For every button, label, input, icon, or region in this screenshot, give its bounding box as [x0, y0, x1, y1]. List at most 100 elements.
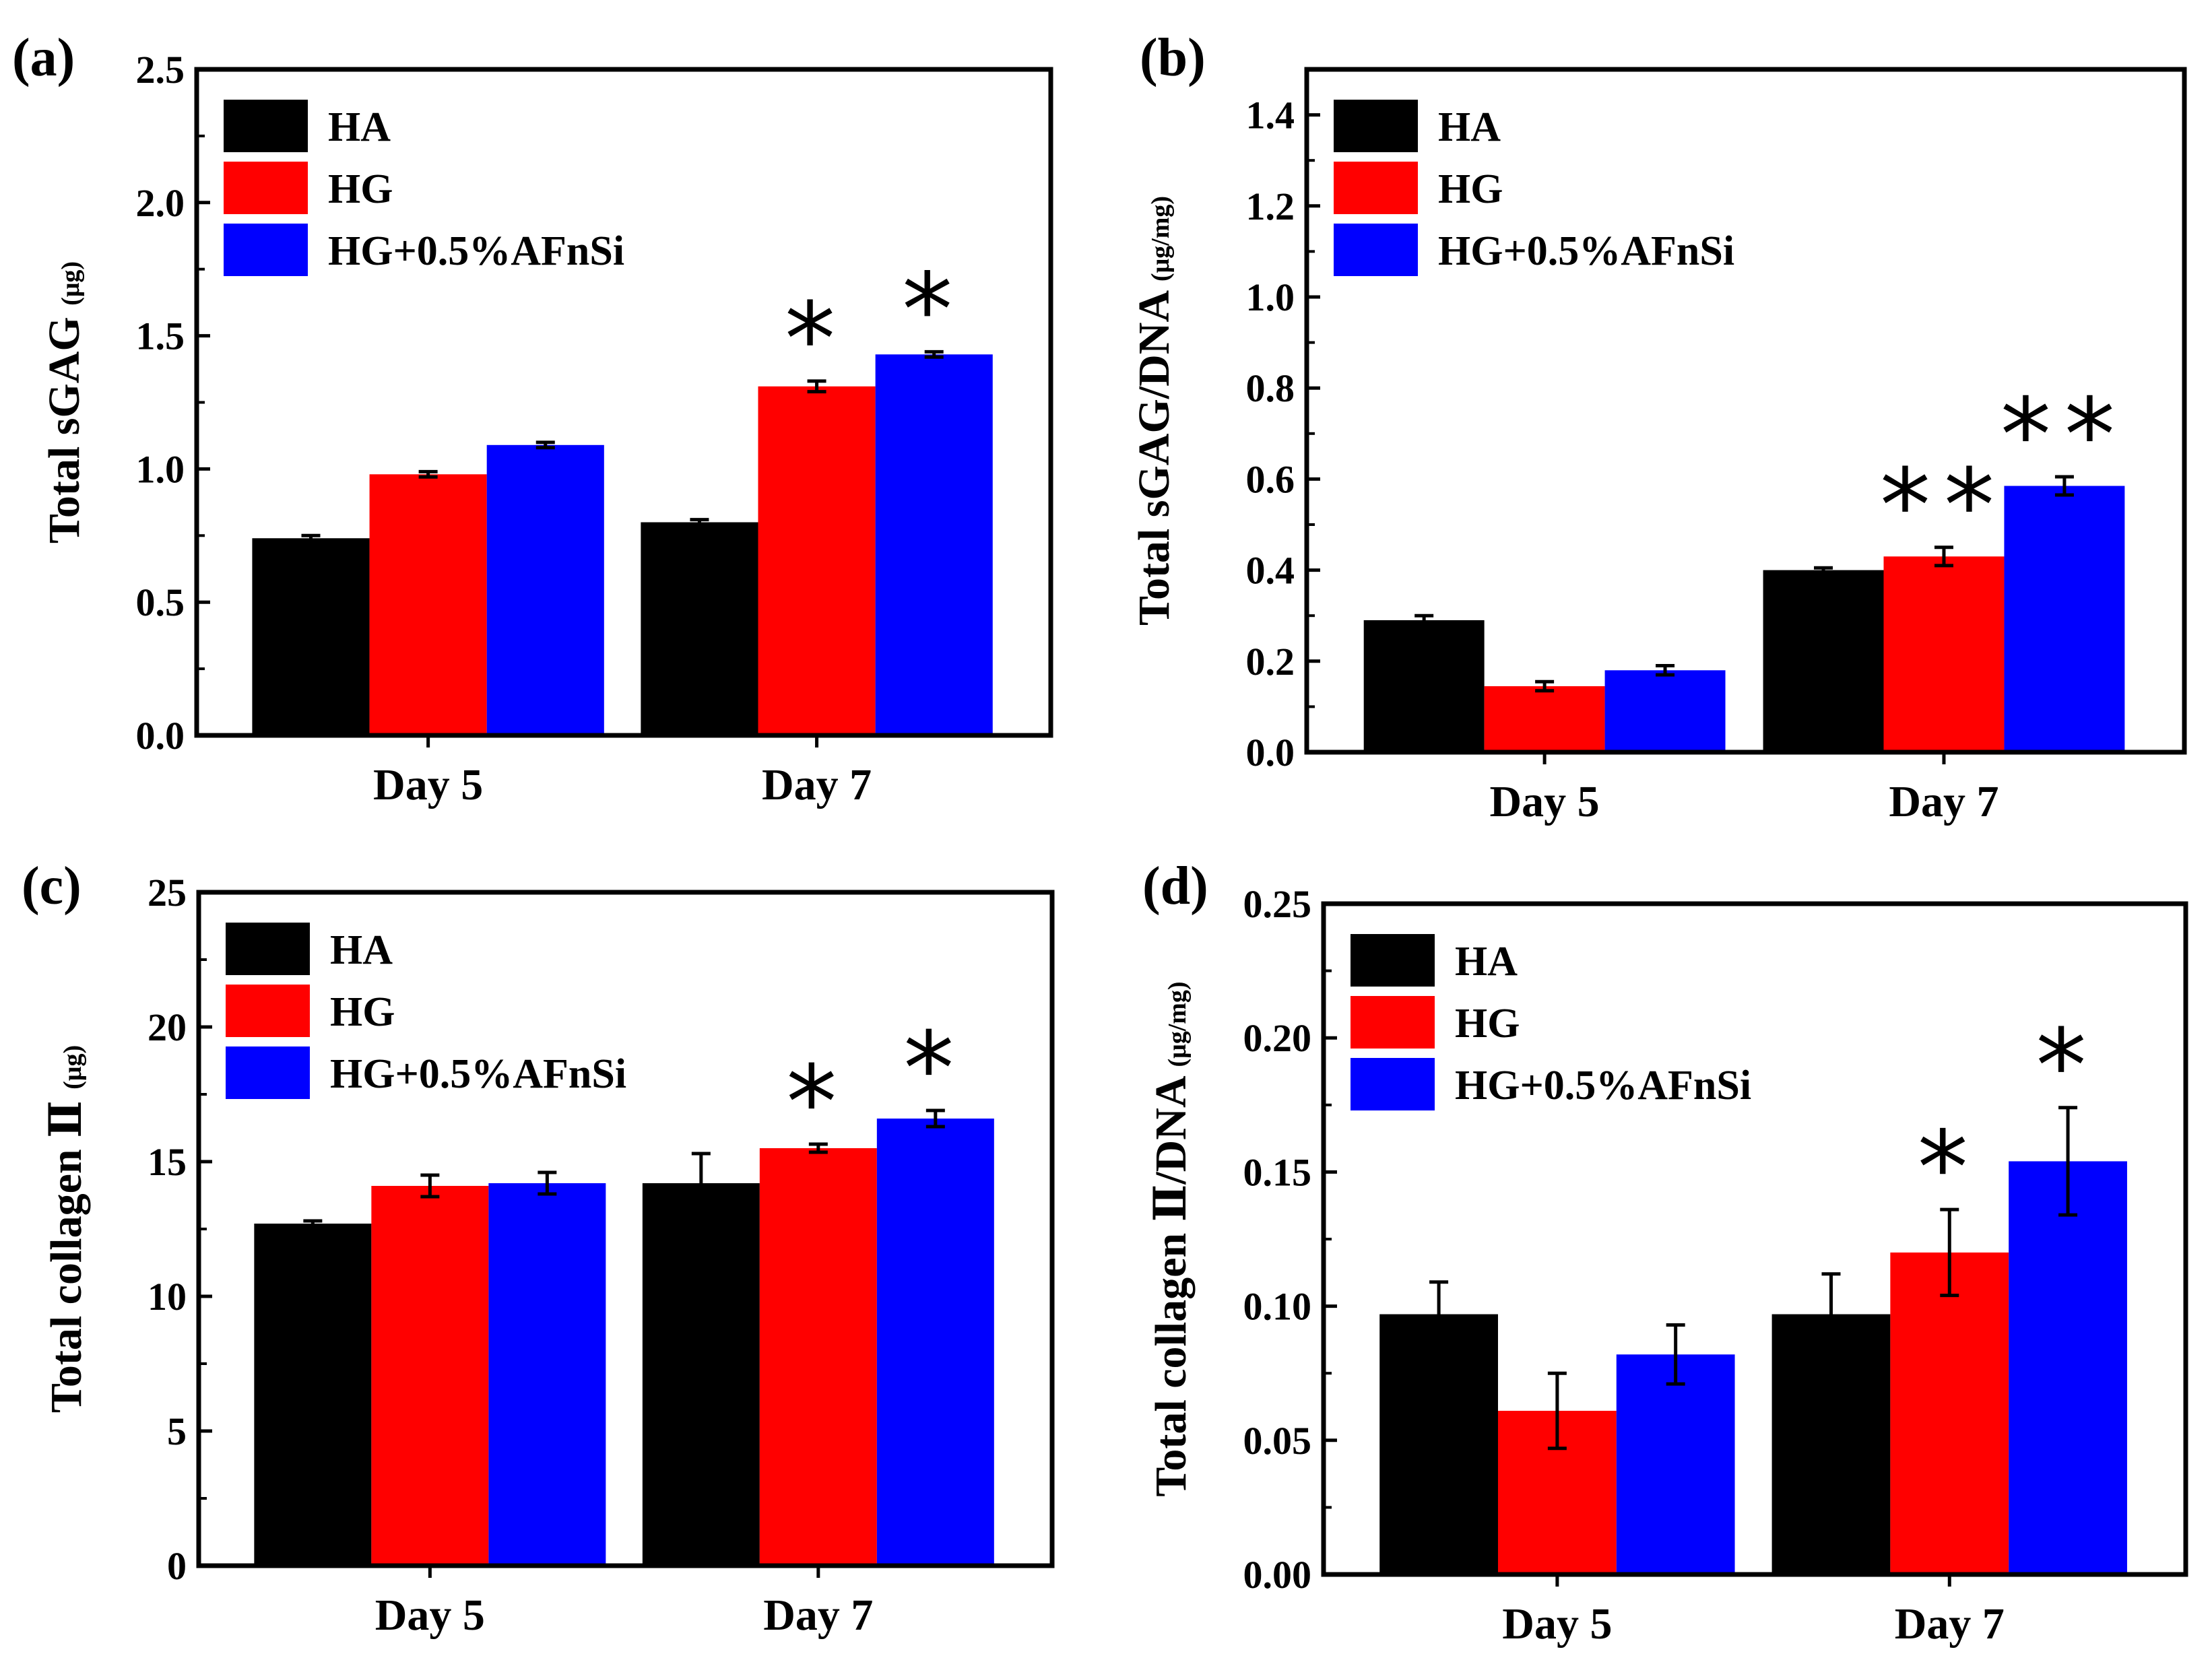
y-tick-label: 0.05 [1243, 1419, 1312, 1463]
y-tick-label: 0.6 [1246, 457, 1295, 501]
legend-label: HA [1455, 939, 1518, 985]
y-tick-label: 2.0 [136, 181, 185, 225]
y-axis-label-unit: (μg/mg) [1163, 981, 1192, 1067]
x-tick-label: Day 5 [375, 1591, 485, 1640]
bar-hg-0-5-afnsi-day-5 [1616, 1354, 1735, 1574]
legend-label: HG+0.5%AFnSi [328, 228, 624, 274]
y-axis-label-unit: (μg) [57, 261, 85, 306]
significance-marker: * [785, 281, 849, 399]
y-axis-label: Total collagen Ⅱ/DNA (μg/mg) [1146, 981, 1196, 1496]
legend-swatch [1351, 934, 1435, 987]
panel-label: (c) [22, 857, 82, 916]
bar-hg-day-5 [1484, 686, 1605, 752]
y-axis-label-unit: (μg) [59, 1045, 87, 1090]
plot-frame [194, 67, 1053, 738]
y-tick-label: 10 [148, 1275, 187, 1319]
y-tick-label: 1.0 [1246, 275, 1295, 319]
chart-panel-1: (a) Day 5 Day 7 * * 0.0 0.5 1.0 1.5 2.0 2.5 Total s… [12, 28, 1053, 809]
y-tick-label: 0.00 [1243, 1553, 1312, 1597]
significance-marker: ** [1880, 448, 2008, 565]
legend-label: HG [1438, 166, 1503, 212]
bar-ha-day-5 [254, 1224, 372, 1566]
bar-hg-0-5-afnsi-day-5 [488, 1183, 606, 1566]
y-tick-label: 0.2 [1246, 640, 1295, 684]
legend-label: HA [330, 927, 393, 973]
y-tick-label: 5 [167, 1409, 187, 1453]
y-tick-label: 20 [148, 1005, 187, 1049]
chart-panel-3: (c) Day 5 Day 7 * * 0 5 10 15 20 25 Total collagen … [22, 857, 1055, 1640]
legend-swatch [226, 985, 310, 1037]
bar-hg-0-5-afnsi-day-5 [486, 444, 604, 735]
x-tick-label: Day 5 [1502, 1599, 1612, 1649]
legend-swatch [224, 100, 308, 152]
y-axis-label-text: Total sGAG [40, 306, 89, 543]
legend-swatch [1334, 100, 1418, 152]
y-tick-label: 0.0 [136, 714, 185, 758]
bar-hg-day-7 [1890, 1252, 2009, 1574]
legend-swatch [226, 1046, 310, 1099]
significance-marker: * [902, 252, 966, 369]
y-axis-label-text: Total collagen Ⅱ/DNA [1146, 1067, 1196, 1497]
y-tick-label: 1.0 [136, 447, 185, 491]
y-axis-label: Total sGAG/DNA (μg/mg) [1130, 196, 1179, 626]
legend-label: HA [1438, 104, 1501, 150]
y-tick-label: 0.15 [1243, 1150, 1312, 1194]
legend-swatch [224, 224, 308, 276]
y-axis-label: Total sGAG (μg) [40, 261, 89, 543]
legend-label: HG+0.5%AFnSi [1455, 1063, 1751, 1108]
plot-frame [196, 890, 1055, 1568]
legend-swatch [1334, 162, 1418, 214]
y-tick-label: 1.5 [136, 314, 185, 358]
x-tick-label: Day 7 [762, 760, 872, 809]
panel-label: (b) [1140, 28, 1206, 88]
bar-hg-0-5-afnsi-day-7 [2004, 486, 2125, 752]
y-tick-label: 1.2 [1246, 185, 1295, 228]
legend-swatch [1351, 996, 1435, 1049]
significance-marker: * [786, 1044, 850, 1162]
y-tick-label: 0.20 [1243, 1016, 1312, 1060]
y-tick-label: 0.4 [1246, 549, 1295, 593]
y-tick-label: 25 [148, 871, 187, 915]
significance-marker: * [2036, 1008, 2100, 1125]
y-tick-label: 0.5 [136, 580, 185, 624]
bar-hg-0-5-afnsi-day-7 [875, 354, 993, 735]
bar-hg-day-7 [759, 1148, 877, 1566]
y-tick-label: 0.25 [1243, 882, 1312, 926]
bar-hg-day-5 [371, 1186, 489, 1566]
bar-ha-day-5 [1363, 620, 1485, 752]
legend-swatch [1334, 224, 1418, 276]
y-tick-label: 0.10 [1243, 1285, 1312, 1329]
bar-hg-day-7 [758, 386, 876, 735]
bar-ha-day-7 [641, 522, 758, 735]
significance-marker: ** [2000, 377, 2128, 494]
bar-ha-day-5 [252, 538, 370, 735]
chart-panel-4: (d) Day 5 Day 7 * * 0.00 0.05 0.10 0.15 0.20 0.25 T… [1142, 857, 2188, 1649]
legend-swatch [224, 162, 308, 214]
panel-label: (d) [1142, 857, 1208, 916]
significance-marker: * [903, 1011, 967, 1128]
bar-hg-0-5-afnsi-day-7 [876, 1119, 994, 1566]
x-tick-label: Day 7 [1895, 1599, 2005, 1649]
x-tick-label: Day 7 [763, 1591, 873, 1640]
x-tick-label: Day 5 [373, 760, 483, 809]
legend-swatch [1351, 1058, 1435, 1110]
y-tick-label: 15 [148, 1140, 187, 1184]
legend-label: HG+0.5%AFnSi [330, 1051, 626, 1097]
y-tick-label: 0.8 [1246, 366, 1295, 410]
y-axis-label-unit: (μg/mg) [1146, 196, 1175, 281]
panel-label: (a) [12, 28, 75, 88]
x-tick-label: Day 7 [1889, 777, 1998, 826]
y-tick-label: 0.0 [1246, 731, 1295, 774]
legend-swatch [226, 923, 310, 975]
significance-marker: * [1918, 1110, 1982, 1227]
bar-ha-day-7 [1771, 1314, 1891, 1574]
chart-panel-2: (b) Day 5 Day 7 **** 0.0 0.2 0.4 0.6 0.8 1.0 1.2 1.… [1130, 28, 2187, 826]
legend-label: HG [330, 989, 395, 1035]
legend-label: HA [328, 104, 391, 150]
y-axis-label-text: Total sGAG/DNA [1130, 281, 1179, 626]
bar-ha-day-7 [1763, 570, 1884, 752]
plot-frame [1321, 901, 2188, 1577]
bar-ha-day-7 [642, 1183, 760, 1566]
y-tick-label: 2.5 [136, 48, 185, 92]
